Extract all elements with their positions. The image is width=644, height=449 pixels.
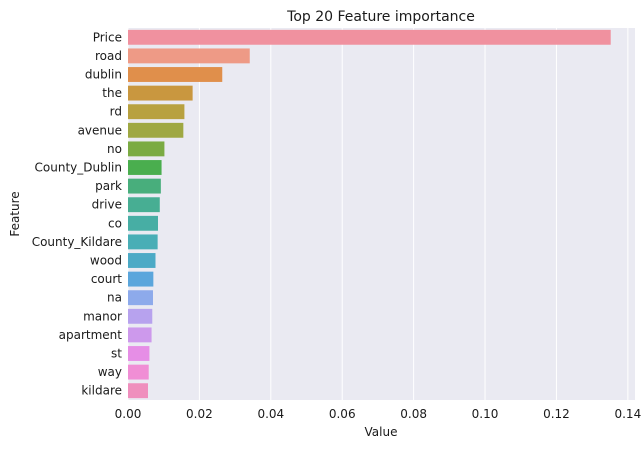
bar-county-dublin <box>128 160 162 175</box>
plot-area <box>128 28 635 400</box>
bar-wood <box>128 253 156 268</box>
y-tick-label: no <box>107 142 122 156</box>
bars <box>128 29 611 399</box>
y-tick-label: park <box>95 179 122 193</box>
bar-co <box>128 215 158 231</box>
bar-no <box>128 141 165 157</box>
x-tick-label: 0.04 <box>257 407 284 421</box>
chart-title: Top 20 Feature importance <box>286 9 475 25</box>
bar-manor <box>128 308 153 324</box>
y-tick-label: manor <box>83 309 122 323</box>
y-tick-label: apartment <box>59 328 123 342</box>
bar-kildare <box>128 383 148 399</box>
bar-county-kildare <box>128 234 158 250</box>
x-axis-label: Value <box>365 425 398 439</box>
y-tick-label: st <box>111 347 122 361</box>
y-tick-label: co <box>108 216 122 230</box>
y-tick-label: avenue <box>78 123 122 137</box>
bar-avenue <box>128 122 184 138</box>
y-tick-label: na <box>107 291 122 305</box>
bar-dublin <box>128 67 223 82</box>
x-tick-label: 0.08 <box>400 407 427 421</box>
y-tick-label: dublin <box>85 68 122 82</box>
y-tick-label: County_Kildare <box>32 235 122 249</box>
bar-na <box>128 290 153 306</box>
bar-road <box>128 48 250 64</box>
x-tick-label: 0.14 <box>614 407 641 421</box>
y-tick-label: the <box>102 86 122 100</box>
x-tick-label: 0.00 <box>115 407 142 421</box>
bar-st <box>128 346 150 361</box>
y-tick-label: road <box>95 49 122 63</box>
y-tick-label: Price <box>93 30 122 44</box>
bar-rd <box>128 104 185 120</box>
bar-drive <box>128 197 160 213</box>
x-tick-labels: 0.00 0.02 0.04 0.06 0.08 0.10 0.12 0.14 <box>115 407 642 421</box>
bar-price <box>128 29 611 45</box>
y-tick-label: court <box>91 272 122 286</box>
bar-court <box>128 271 154 287</box>
y-tick-label: rd <box>110 105 122 119</box>
y-tick-label: drive <box>92 198 122 212</box>
y-tick-label: County_Dublin <box>35 161 122 175</box>
y-tick-label: way <box>98 365 122 379</box>
x-tick-label: 0.02 <box>186 407 213 421</box>
x-tick-label: 0.10 <box>472 407 499 421</box>
bar-way <box>128 364 149 380</box>
x-tick-label: 0.06 <box>329 407 356 421</box>
y-tick-label: kildare <box>81 384 122 398</box>
bar-park <box>128 178 161 194</box>
bar-apartment <box>128 327 152 343</box>
bar-the <box>128 85 193 101</box>
y-tick-labels: Price road dublin the rd avenue no County_Dubli… <box>32 30 123 397</box>
y-tick-label: wood <box>90 254 122 268</box>
x-tick-label: 0.12 <box>543 407 570 421</box>
y-axis-label: Feature <box>8 191 22 236</box>
grid-lines <box>127 28 629 400</box>
